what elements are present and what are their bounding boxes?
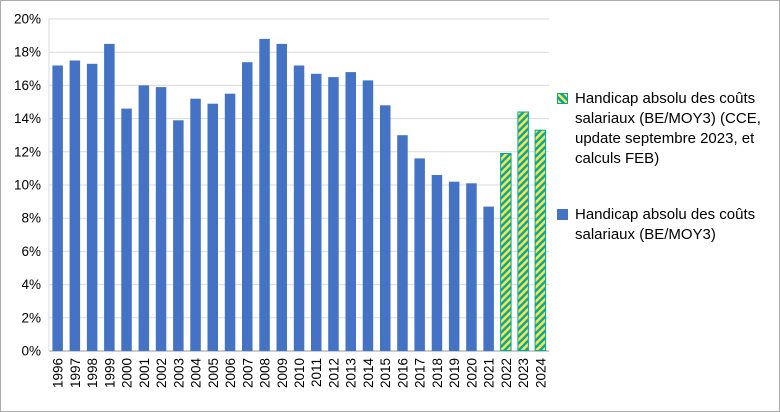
x-tick-label: 1997 <box>68 358 83 388</box>
bar-solid <box>69 60 81 351</box>
x-tick-label: 2013 <box>344 358 359 388</box>
x-tick-label: 2011 <box>309 358 324 387</box>
bar-solid <box>207 103 218 351</box>
x-tick-label: 2009 <box>275 358 290 388</box>
bar-solid <box>448 181 460 351</box>
bar-hatched <box>517 111 529 351</box>
x-tick-label: 2000 <box>120 358 135 388</box>
y-tick-label: 16% <box>14 78 41 93</box>
x-tick-label: 2014 <box>361 358 376 389</box>
x-tick-label: 2023 <box>516 358 531 388</box>
x-tick-label: 2001 <box>137 358 152 388</box>
y-tick-label: 0% <box>21 344 41 359</box>
bar-solid <box>345 72 356 351</box>
x-tick-label: 2020 <box>464 358 479 388</box>
bar-solid <box>397 135 408 351</box>
bar-chart: 0% 2% 4% 6% 8% 10% 12% 14% 16% 18% 20% 1996 1997 1998… <box>14 12 549 389</box>
bar-solid <box>121 108 132 351</box>
y-tick-label: 14% <box>14 111 41 126</box>
y-tick-label: 18% <box>14 45 41 60</box>
x-tick-label: 2012 <box>327 358 342 388</box>
y-tick-label: 20% <box>14 12 41 27</box>
x-tick-label: 1996 <box>51 358 66 388</box>
x-tick-label: 2016 <box>395 358 410 388</box>
bar-solid <box>242 62 253 351</box>
y-tick-label: 8% <box>21 211 41 226</box>
bar-solid <box>466 183 477 351</box>
bar-solid <box>86 63 98 352</box>
x-tick-label: 2019 <box>447 358 462 388</box>
y-tick-label: 12% <box>14 144 41 159</box>
x-tick-label: 1998 <box>85 358 100 388</box>
x-tick-label: 2010 <box>292 358 307 388</box>
bar-hatched <box>534 129 547 351</box>
bar-solid <box>276 43 287 352</box>
bar-solid <box>190 98 201 351</box>
x-tick-label: 2015 <box>378 358 393 388</box>
x-tick-label: 2003 <box>171 358 186 388</box>
bar-solid <box>293 65 305 351</box>
bar-solid <box>259 38 270 352</box>
y-tick-label: 10% <box>14 178 41 193</box>
bar-solid <box>380 105 391 351</box>
bar-solid <box>311 73 322 352</box>
y-tick-label: 6% <box>21 244 41 259</box>
bar-solid <box>104 43 115 352</box>
x-tick-label: 2022 <box>499 358 514 388</box>
legend-swatch-hatched-icon <box>557 93 568 104</box>
x-tick-label: 2005 <box>206 358 221 388</box>
bar-solid <box>138 85 150 352</box>
x-tick-label: 2004 <box>189 358 204 389</box>
bar-solid <box>52 65 63 351</box>
y-tick-label: 4% <box>21 277 41 292</box>
legend-swatch-solid-icon <box>557 209 568 220</box>
x-tick-label: 2018 <box>430 358 445 388</box>
x-tick-label: 1999 <box>102 358 117 388</box>
x-tick-label: 2002 <box>154 358 169 388</box>
x-tick-label: 2008 <box>258 358 273 388</box>
bar-solid <box>224 93 236 351</box>
x-tick-label: 2006 <box>223 358 238 388</box>
legend: Handicap absolu des coûts salariaux (BE/… <box>557 89 775 245</box>
legend-label-solid: Handicap absolu des coûts salariaux (BE/… <box>575 206 756 243</box>
x-tick-label: 2017 <box>413 358 428 388</box>
bar-solid <box>155 87 167 351</box>
legend-label-hatched: Handicap absolu des coûts salariaux (BE/… <box>575 90 761 167</box>
legend-item-solid: Handicap absolu des coûts salariaux (BE/… <box>557 205 775 245</box>
legend-item-hatched: Handicap absolu des coûts salariaux (BE/… <box>557 89 775 169</box>
bar-solid <box>483 206 494 351</box>
bar-solid <box>414 158 425 351</box>
bar-solid <box>431 175 443 351</box>
x-tick-label: 2007 <box>240 358 255 388</box>
bar-solid <box>362 80 374 352</box>
bar-solid <box>173 120 184 351</box>
bar-solid <box>328 77 339 351</box>
y-tick-label: 2% <box>21 310 41 325</box>
x-tick-label: 2024 <box>533 358 548 389</box>
bar-hatched <box>500 153 512 351</box>
x-tick-label: 2021 <box>482 358 497 388</box>
